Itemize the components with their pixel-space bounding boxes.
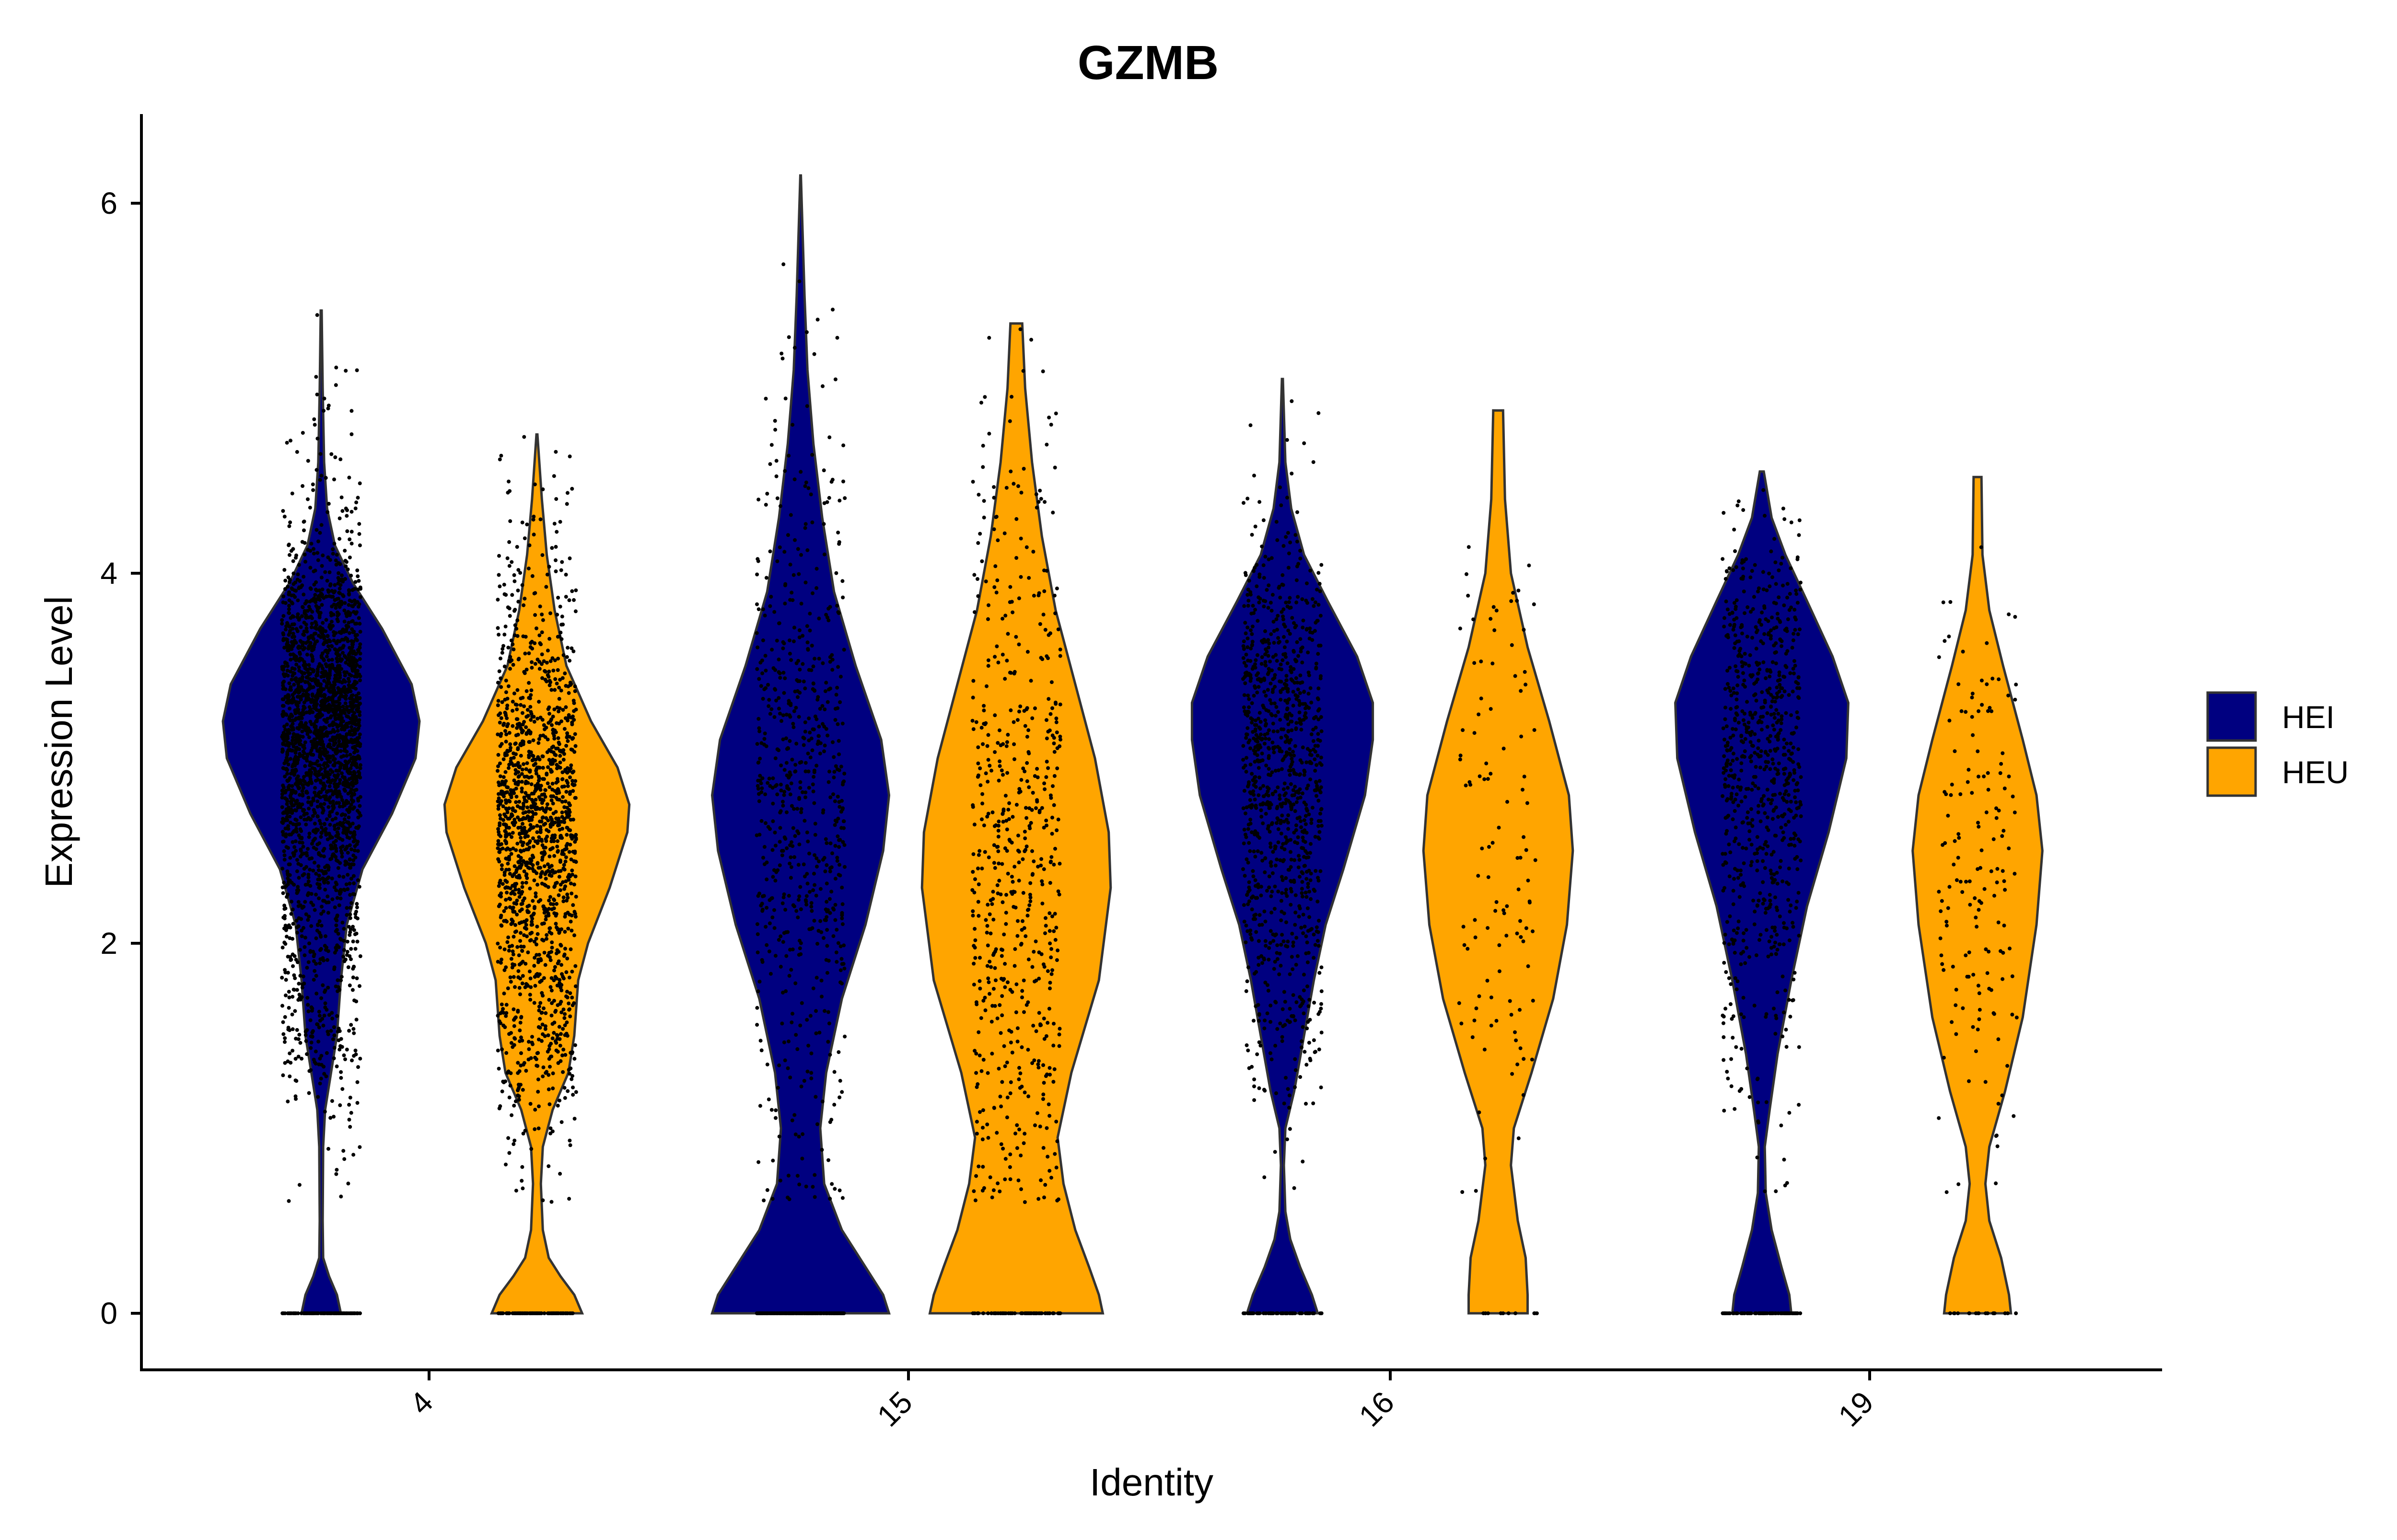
x-tick-label: 15 xyxy=(871,1385,919,1433)
y-axis-title: Expression Level xyxy=(37,596,80,888)
violin-15-hei xyxy=(710,174,891,1315)
y-axis-ticks: 0 2 4 6 xyxy=(100,186,141,1331)
points-4-heu xyxy=(496,435,578,1315)
plot-area xyxy=(221,174,2044,1316)
x-tick-label: 4 xyxy=(403,1385,440,1421)
point-cloud xyxy=(755,262,847,1316)
violin-19-heu xyxy=(1911,475,2044,1315)
point-cloud xyxy=(970,327,1062,1316)
violin-16-heu xyxy=(1422,409,1574,1315)
legend-swatch-hei xyxy=(2206,691,2257,742)
y-tick-label: 4 xyxy=(100,556,117,591)
point-cloud xyxy=(1721,488,1803,1315)
violin-15-heu xyxy=(920,322,1112,1315)
legend-label-hei: HEI xyxy=(2282,699,2335,735)
point-cloud xyxy=(496,435,578,1315)
x-axis-ticks: 4 15 16 19 xyxy=(403,1370,1880,1433)
x-tick-label: 16 xyxy=(1352,1385,1401,1433)
points-15-heu xyxy=(970,327,1062,1316)
points-15-hei xyxy=(755,262,847,1316)
y-tick-label: 6 xyxy=(100,186,117,220)
y-tick-label: 2 xyxy=(100,926,117,961)
points-19-hei xyxy=(1721,488,1803,1315)
legend-label-heu: HEU xyxy=(2282,754,2349,790)
y-tick-label: 0 xyxy=(100,1296,117,1331)
point-cloud xyxy=(1241,399,1324,1315)
legend: HEI HEU xyxy=(2206,691,2349,797)
legend-swatch-heu xyxy=(2206,746,2257,797)
points-4-hei xyxy=(280,313,362,1315)
chart-title: GZMB xyxy=(1078,36,1219,90)
x-tick-label: 19 xyxy=(1832,1385,1880,1433)
x-axis-title: Identity xyxy=(1090,1461,1213,1504)
points-16-hei xyxy=(1241,399,1324,1315)
point-cloud xyxy=(280,313,362,1315)
